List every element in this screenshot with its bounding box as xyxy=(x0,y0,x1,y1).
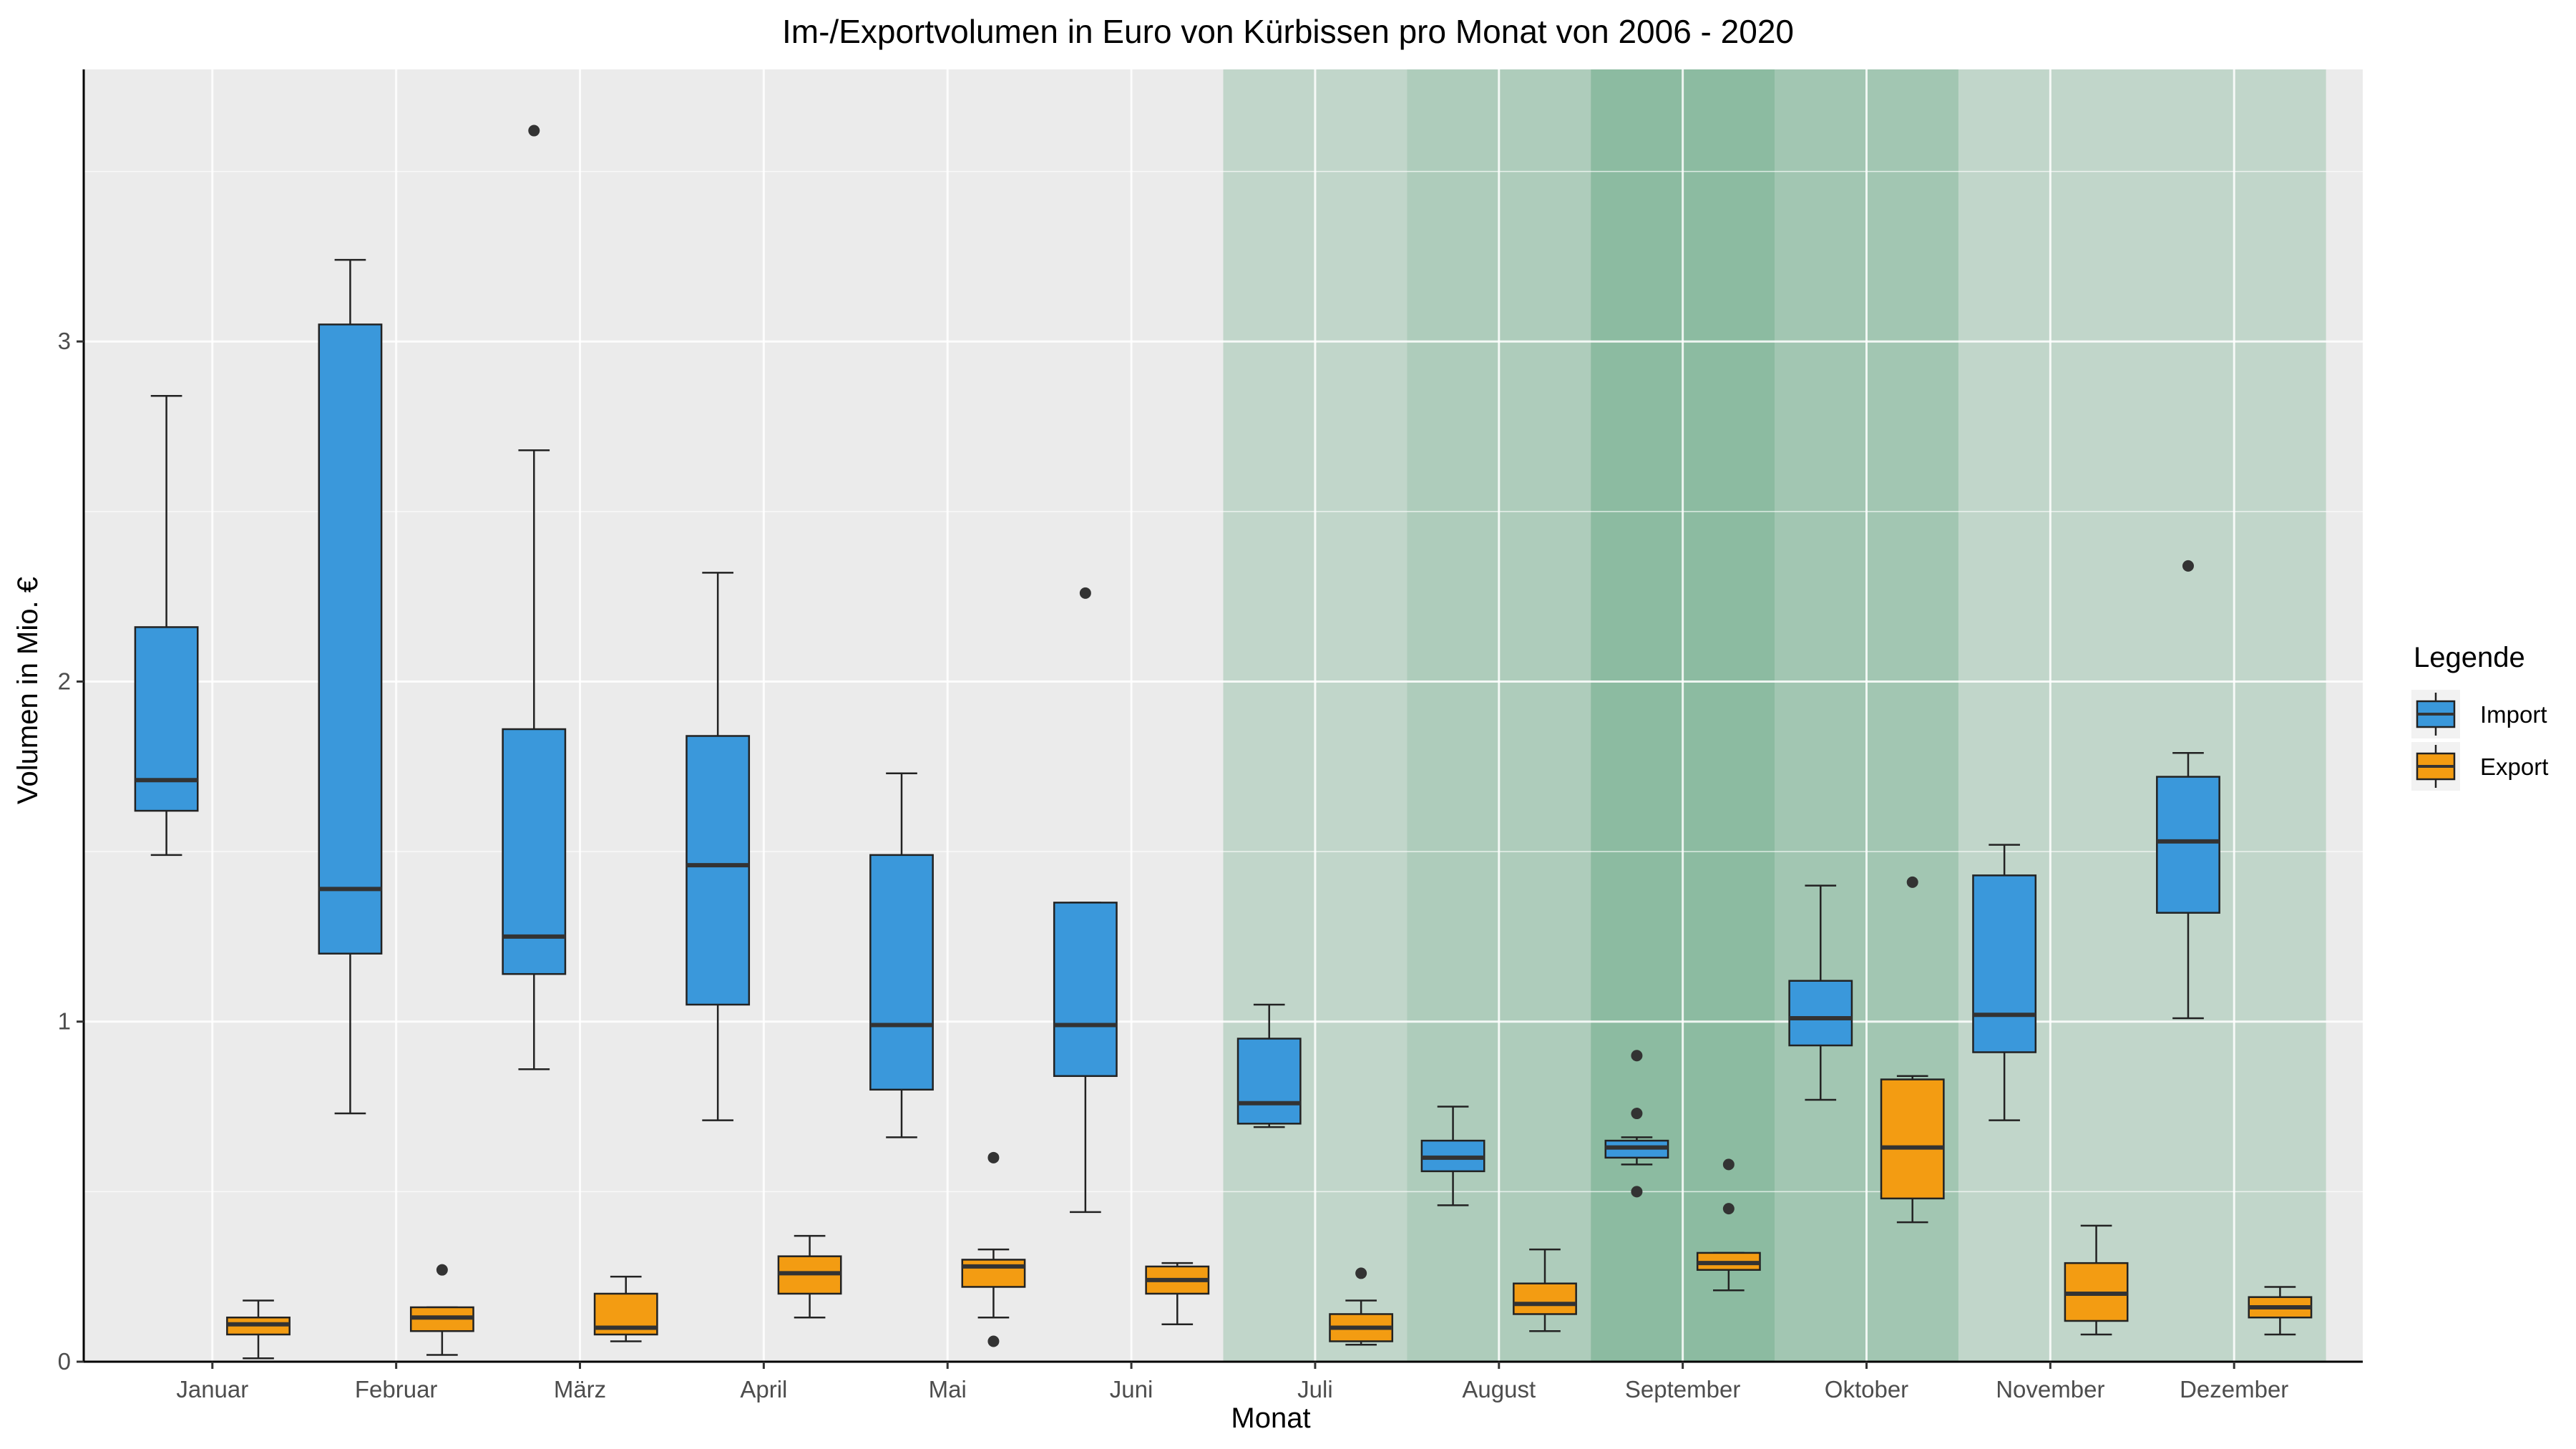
import-box-januar xyxy=(134,395,199,857)
export-box-april xyxy=(777,1234,842,1319)
outlier-point xyxy=(1722,1203,1735,1215)
import-box-april xyxy=(686,572,751,1121)
outlier-point xyxy=(2182,560,2194,572)
x-tick-label: August xyxy=(1462,1376,1536,1402)
legend: Legende Import Export xyxy=(2411,642,2548,791)
outlier-point xyxy=(1722,1158,1735,1171)
plot-area: 0 1 2 3 Januar Februar März April Mai Juni Juli Aug… xyxy=(58,69,2363,1402)
outlier-point xyxy=(1906,876,1918,888)
x-tick-label: September xyxy=(1625,1376,1740,1402)
import-box-mai xyxy=(869,772,934,1138)
legend-item-export: Export xyxy=(2411,742,2548,791)
outlier-point xyxy=(436,1264,448,1276)
outlier-point xyxy=(1355,1267,1367,1279)
export-box-dezember xyxy=(2248,1286,2313,1336)
panel-background xyxy=(84,69,2363,1362)
x-tick-label: Mai xyxy=(929,1376,967,1402)
import-box-märz xyxy=(502,125,567,1070)
box xyxy=(1972,874,2037,1053)
x-tick-label: Oktober xyxy=(1825,1376,1908,1402)
import-box-juni xyxy=(1053,587,1118,1214)
grid xyxy=(84,69,2363,1363)
box xyxy=(869,854,934,1091)
y-tick-label: 1 xyxy=(58,1008,71,1035)
box xyxy=(1880,1078,1945,1200)
x-tick-label: Dezember xyxy=(2180,1376,2288,1402)
import-box-juli xyxy=(1236,1003,1302,1128)
box xyxy=(502,728,567,975)
export-box-august xyxy=(1513,1248,1577,1332)
x-tick-label: Februar xyxy=(355,1376,438,1402)
box xyxy=(2156,776,2220,914)
y-tick-label: 3 xyxy=(58,328,71,354)
x-tick-label: März xyxy=(554,1376,606,1402)
export-box-juni xyxy=(1145,1262,1210,1325)
x-tick-label: Juli xyxy=(1297,1376,1333,1402)
y-tick-label: 2 xyxy=(58,668,71,694)
outlier-point xyxy=(987,1335,1000,1347)
box xyxy=(686,735,751,1006)
outlier-point xyxy=(528,125,540,137)
box xyxy=(1236,1038,1302,1125)
chart-title: Im-/Exportvolumen in Euro von Kürbissen … xyxy=(782,13,1794,50)
legend-label: Export xyxy=(2480,753,2548,780)
box xyxy=(1053,902,1118,1078)
x-tick-label: November xyxy=(1996,1376,2104,1402)
box xyxy=(1513,1282,1577,1315)
import-box-dezember xyxy=(2156,560,2220,1020)
export-box-september xyxy=(1696,1158,1761,1292)
x-axis-title: Monat xyxy=(1231,1402,1310,1434)
x-tick-label: Juni xyxy=(1110,1376,1153,1402)
outlier-point xyxy=(1631,1050,1643,1062)
legend-label: Import xyxy=(2480,701,2547,728)
box xyxy=(318,323,383,955)
box xyxy=(1788,980,1853,1047)
export-box-februar xyxy=(409,1264,474,1356)
outlier-point xyxy=(1631,1186,1643,1198)
x-tick-label: April xyxy=(740,1376,787,1402)
y-axis-title: Volumen in Mio. € xyxy=(12,577,44,804)
x-tick-label: Januar xyxy=(176,1376,248,1402)
import-box-februar xyxy=(318,258,383,1115)
box xyxy=(961,1259,1026,1288)
import-box-august xyxy=(1420,1106,1485,1206)
legend-title: Legende xyxy=(2414,642,2525,673)
export-box-mai xyxy=(961,1151,1026,1347)
box xyxy=(134,626,199,812)
import-box-oktober xyxy=(1788,884,1853,1101)
outlier-point xyxy=(1079,587,1091,599)
import-box-november xyxy=(1972,844,2037,1121)
export-box-juli xyxy=(1329,1267,1394,1346)
export-box-januar xyxy=(226,1299,291,1360)
outlier-point xyxy=(987,1151,1000,1163)
import-box-september xyxy=(1604,1050,1669,1198)
legend-item-import: Import xyxy=(2411,690,2547,738)
export-box-oktober xyxy=(1880,876,1945,1224)
export-box-november xyxy=(2064,1224,2129,1336)
y-tick-label: 0 xyxy=(58,1348,71,1375)
export-box-märz xyxy=(593,1275,658,1342)
outlier-point xyxy=(1631,1108,1643,1120)
